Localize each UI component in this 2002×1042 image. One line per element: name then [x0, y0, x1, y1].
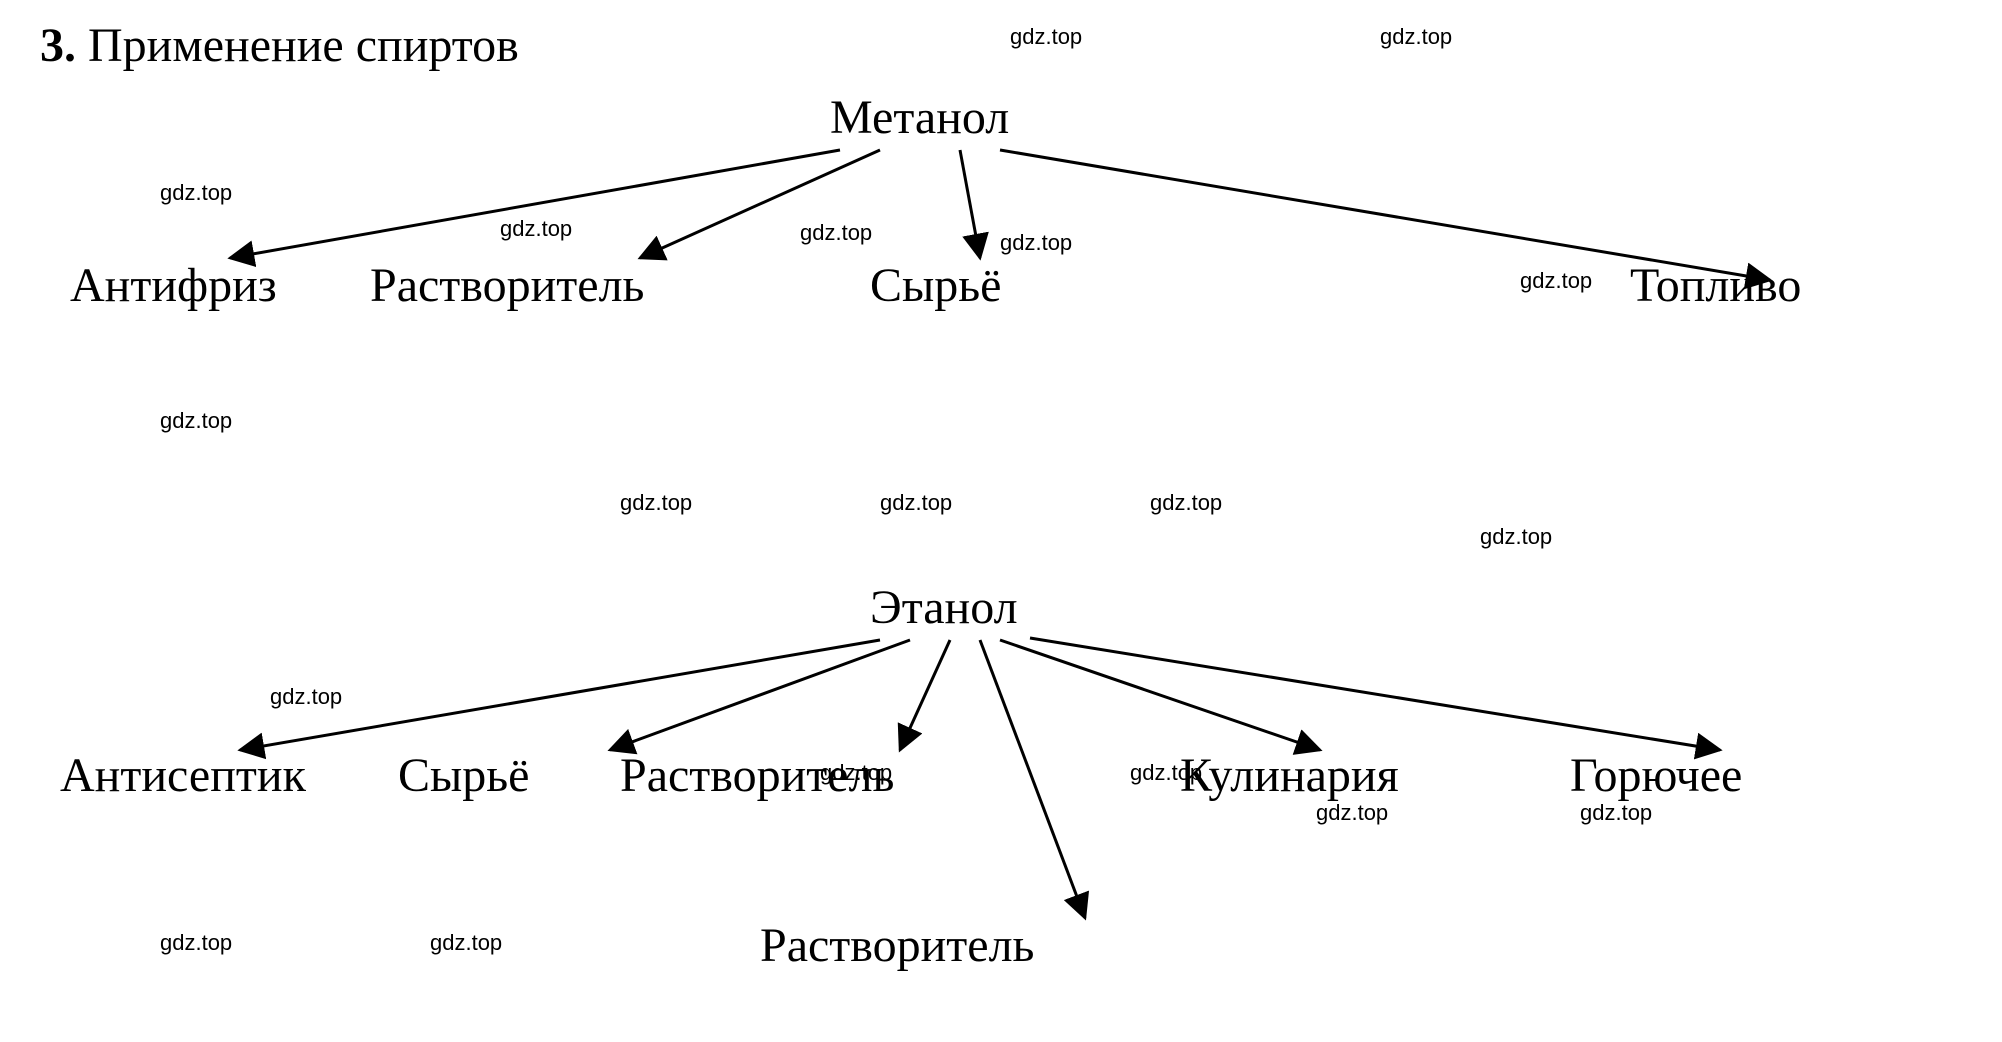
- node-fuel-methanol: Топливо: [1630, 258, 1801, 313]
- arrows-layer: [0, 0, 2002, 1042]
- node-solvent-methanol: Растворитель: [370, 258, 644, 313]
- node-culinary: Кулинария: [1180, 748, 1399, 803]
- watermark: gdz.top: [1380, 24, 1452, 50]
- watermark: gdz.top: [270, 684, 342, 710]
- node-antifreeze: Антифриз: [70, 258, 277, 313]
- watermark: gdz.top: [800, 220, 872, 246]
- watermark: gdz.top: [430, 930, 502, 956]
- heading: 3. Применение спиртов: [40, 18, 519, 73]
- watermark: gdz.top: [160, 180, 232, 206]
- arrow: [900, 640, 950, 750]
- watermark: gdz.top: [1000, 230, 1072, 256]
- node-raw-ethanol: Сырьё: [398, 748, 529, 803]
- node-fuel-ethanol: Горючее: [1570, 748, 1742, 803]
- watermark: gdz.top: [1150, 490, 1222, 516]
- watermark: gdz.top: [160, 930, 232, 956]
- node-ethanol: Этанол: [870, 580, 1018, 635]
- arrow: [1030, 638, 1720, 750]
- watermark: gdz.top: [880, 490, 952, 516]
- watermark: gdz.top: [1130, 760, 1202, 786]
- watermark: gdz.top: [1520, 268, 1592, 294]
- arrow: [610, 640, 910, 750]
- watermark: gdz.top: [1480, 524, 1552, 550]
- heading-number: 3.: [40, 19, 76, 72]
- node-solvent-ethanol-2: Растворитель: [760, 918, 1034, 973]
- arrow: [960, 150, 980, 258]
- watermark: gdz.top: [1316, 800, 1388, 826]
- node-raw-methanol: Сырьё: [870, 258, 1001, 313]
- arrow: [980, 640, 1085, 918]
- arrow: [1000, 640, 1320, 750]
- watermark: gdz.top: [620, 490, 692, 516]
- node-methanol: Метанол: [830, 90, 1009, 145]
- watermark: gdz.top: [1010, 24, 1082, 50]
- heading-text: Применение спиртов: [88, 19, 519, 72]
- node-antiseptic: Антисептик: [60, 748, 306, 803]
- watermark: gdz.top: [820, 760, 892, 786]
- watermark: gdz.top: [500, 216, 572, 242]
- watermark: gdz.top: [160, 408, 232, 434]
- watermark: gdz.top: [1580, 800, 1652, 826]
